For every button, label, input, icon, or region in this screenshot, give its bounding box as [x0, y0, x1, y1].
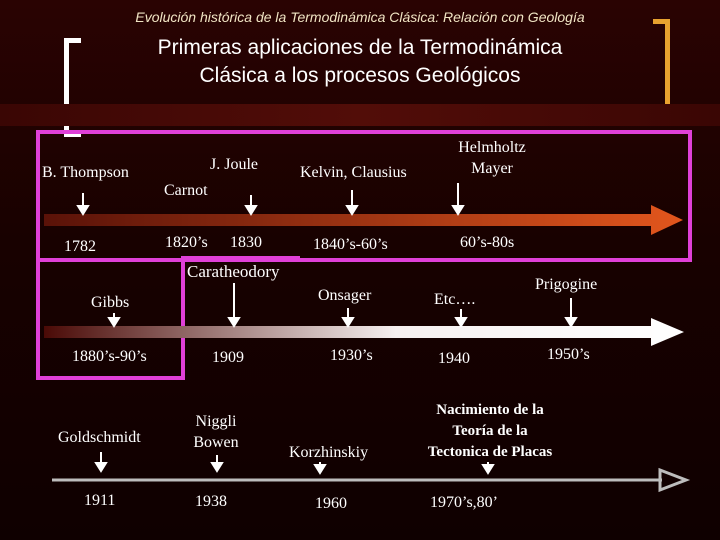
label-b-thompson: B. Thompson: [42, 164, 129, 181]
label-helmholtz-mayer: Helmholtz Mayer: [456, 137, 528, 179]
slide-title-line-1: Primeras aplicaciones de la Termodinámic…: [157, 36, 563, 59]
label-mayer: Mayer: [471, 160, 513, 177]
date-1909: 1909: [212, 349, 244, 366]
date-1911: 1911: [84, 492, 116, 509]
timeline-3-arrow-head: [658, 467, 691, 493]
label-bowen: Bowen: [193, 434, 239, 451]
date-1950s: 1950’s: [547, 346, 590, 363]
label-tectonics-line-1: Nacimiento de la: [436, 402, 544, 418]
label-caratheodory: Caratheodory: [187, 262, 280, 281]
highlight-frame-left: [36, 256, 185, 380]
date-1820s: 1820’s: [165, 234, 208, 251]
label-onsager: Onsager: [318, 287, 372, 304]
date-60s-80s: 60’s-80s: [460, 234, 515, 251]
label-carnot: Carnot: [164, 182, 208, 199]
decorative-band: [0, 104, 720, 126]
label-kelvin-clausius: Kelvin, Clausius: [300, 164, 407, 181]
date-1938: 1938: [195, 493, 227, 510]
date-1930s: 1930’s: [330, 347, 373, 364]
left-bracket-decoration: [64, 38, 81, 137]
date-1840s-60s: 1840’s-60’s: [313, 236, 388, 253]
label-tectonics-line-2: Teoría de la: [452, 423, 528, 439]
label-niggli: Niggli: [195, 413, 237, 430]
label-helmholtz: Helmholtz: [458, 139, 526, 156]
highlight-frame-connector: [181, 256, 300, 282]
date-1970s-80s: 1970’s,80’: [430, 494, 498, 511]
presentation-subtitle: Evolución histórica de la Termodinámica …: [135, 9, 585, 25]
label-prigogine: Prigogine: [535, 276, 598, 293]
label-goldschmidt: Goldschmidt: [58, 429, 141, 446]
date-1960: 1960: [315, 495, 347, 512]
highlight-frame-top: [36, 130, 692, 262]
label-niggli-bowen: Niggli Bowen: [181, 411, 251, 453]
label-korzhinskiy: Korzhinskiy: [289, 444, 369, 461]
date-1782: 1782: [64, 238, 96, 255]
timeline-1-arrow: [44, 205, 683, 235]
label-gibbs: Gibbs: [91, 294, 130, 311]
timeline-2-arrow: [44, 318, 684, 346]
date-1940: 1940: [438, 350, 470, 367]
label-tectonics-line-3: Tectonica de Placas: [427, 444, 553, 460]
date-1880s-90s: 1880’s-90’s: [72, 348, 147, 365]
slide-title-line-2: Clásica a los procesos Geológicos: [199, 64, 521, 87]
date-1830: 1830: [230, 234, 262, 251]
label-j-joule: J. Joule: [210, 156, 258, 173]
label-etc: Etc….: [434, 291, 476, 308]
label-plate-tectonics: Nacimiento de la Teoría de la Tectonica …: [410, 400, 570, 463]
